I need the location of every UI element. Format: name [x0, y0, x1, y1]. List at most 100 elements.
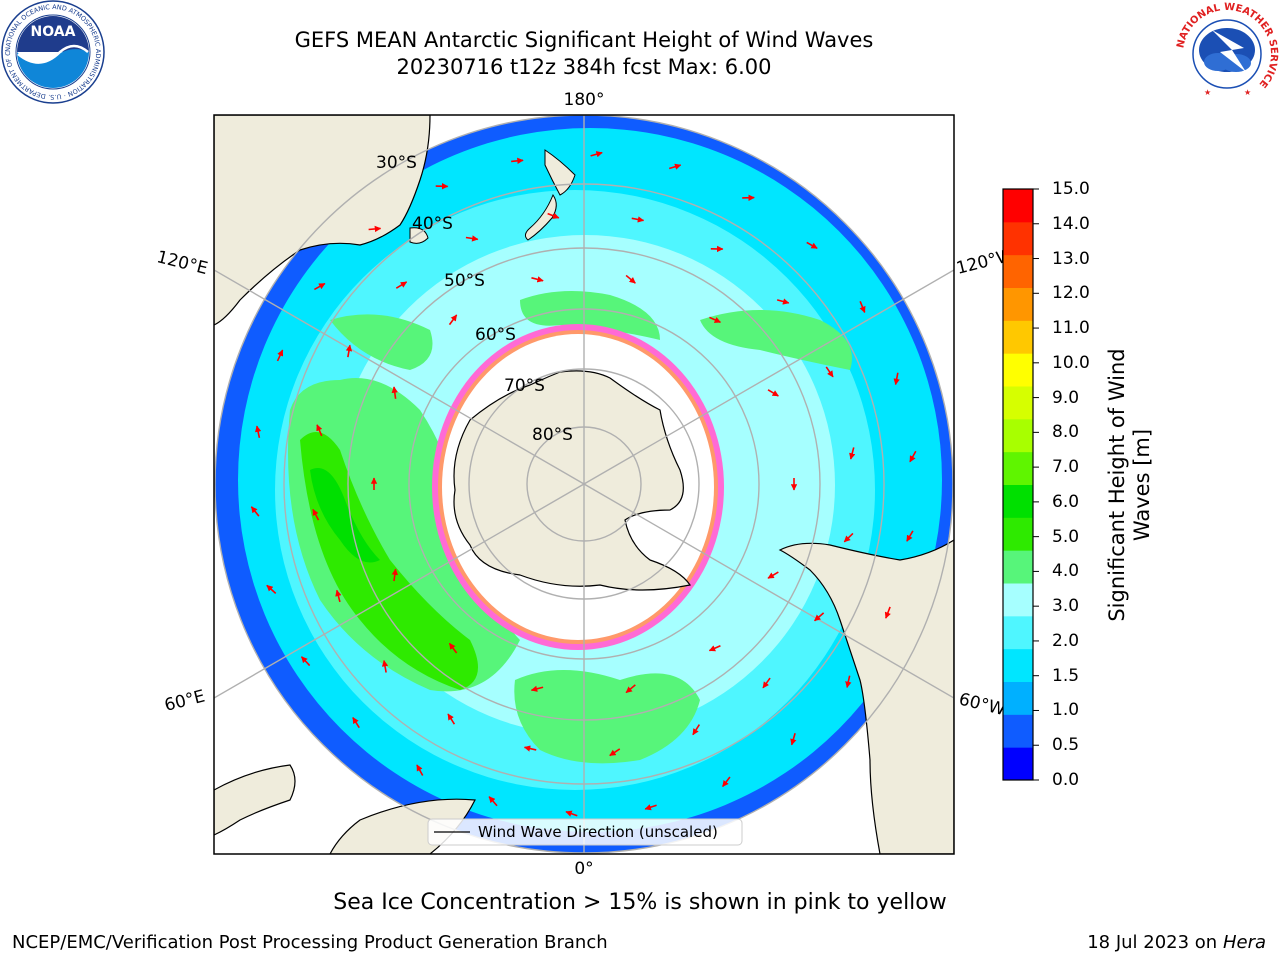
- colorbar-swatch: [1003, 221, 1033, 256]
- meridian-120w: [583, 269, 954, 485]
- colorbar-swatch: [1003, 648, 1033, 682]
- legend-label: Wind Wave Direction (unscaled): [478, 823, 718, 841]
- colorbar-swatch: [1003, 254, 1033, 288]
- wind-wave-arrow: [345, 344, 353, 358]
- lat-label-60s: 60°S: [475, 325, 516, 345]
- footer-date: 18 Jul 2023 on Hera: [1087, 932, 1266, 953]
- colorbar-tick-label: 12.0: [1052, 283, 1090, 304]
- lon-label-120e: 120°E: [155, 247, 210, 279]
- colorbar-tick-label: 5.0: [1052, 526, 1080, 547]
- colorbar-swatch: [1003, 353, 1033, 387]
- wind-wave-arrow: [368, 225, 382, 233]
- colorbar-tick-label: 3.0: [1052, 596, 1080, 617]
- colorbar-tick-label: 2.0: [1052, 630, 1080, 651]
- colorbar-tick-label: 1.5: [1052, 665, 1080, 686]
- wave-band-3-4m-west: [288, 378, 520, 692]
- wind-wave-arrow: [708, 645, 721, 652]
- wind-wave-arrow: [644, 804, 657, 811]
- colorbar-swatch: [1003, 583, 1033, 617]
- wind-wave-arrow: [762, 677, 771, 689]
- wind-wave-arrow: [806, 241, 818, 250]
- colorbar-swatch: [1003, 484, 1033, 518]
- wind-wave-arrow: [668, 163, 682, 170]
- noaa-logo: NATIONAL OCEANIC AND ATMOSPHERIC ADMINIS…: [0, 0, 105, 104]
- colorbar-swatch: [1003, 451, 1033, 485]
- wind-wave-arrows: [250, 151, 917, 817]
- wind-wave-arrow: [692, 724, 701, 736]
- wind-wave-arrow: [488, 796, 498, 807]
- colorbar-swatch: [1003, 517, 1033, 551]
- wind-wave-arrow: [590, 151, 603, 158]
- colorbar-tick-label: 9.0: [1052, 387, 1080, 408]
- wind-wave-arrow: [300, 656, 311, 667]
- colorbar-swatch: [1003, 386, 1033, 420]
- colorbar-tick-label: 11.0: [1052, 318, 1090, 339]
- wind-wave-arrow: [776, 298, 790, 305]
- wind-wave-arrow: [767, 389, 779, 397]
- footer-machine: Hera: [1222, 932, 1266, 953]
- colorbar-tick-label: 10.0: [1052, 352, 1090, 373]
- meridian-120e: [214, 269, 585, 485]
- lat-label-50s: 50°S: [444, 271, 485, 291]
- colorbar-swatch: [1003, 747, 1033, 781]
- wind-wave-arrow: [254, 425, 262, 438]
- new-zealand-north-island: [544, 149, 576, 196]
- australia-landmass: [214, 115, 431, 326]
- lon-label-0: 0°: [574, 859, 593, 879]
- wind-wave-arrow: [352, 717, 360, 729]
- colorbar: [1002, 188, 1039, 781]
- lat-label-80s: 80°S: [532, 425, 573, 445]
- wind-wave-arrow: [531, 276, 544, 283]
- wind-wave-arrow: [316, 424, 323, 437]
- colorbar-swatch: [1003, 320, 1033, 354]
- colorbar-tick-label: 6.0: [1052, 491, 1080, 512]
- wind-wave-arrow: [845, 675, 852, 688]
- colorbar-swatch: [1003, 418, 1033, 453]
- wind-wave-arrow: [547, 212, 560, 219]
- colorbar-tick-label: 15.0: [1052, 179, 1090, 199]
- colorbar-tick-label: 4.0: [1052, 561, 1080, 582]
- colorbar-swatch: [1003, 287, 1033, 321]
- wind-wave-arrow: [790, 733, 797, 746]
- wind-wave-arrow: [565, 810, 578, 817]
- wind-wave-arrow: [391, 568, 398, 582]
- wind-wave-arrow: [335, 589, 342, 603]
- colorbar-swatch: [1003, 189, 1033, 223]
- wind-wave-arrow: [465, 235, 479, 242]
- sea-ice-caption: Sea Ice Concentration > 15% is shown in …: [333, 890, 947, 915]
- lat-label-70s: 70°S: [504, 376, 545, 396]
- wave-band-3-4m-north: [520, 291, 660, 340]
- wind-wave-arrow: [381, 660, 389, 673]
- wind-wave-arrow: [276, 349, 284, 362]
- colorbar-swatch: [1003, 615, 1033, 650]
- tasmania-landmass: [409, 227, 429, 244]
- wind-wave-arrow: [814, 612, 825, 622]
- wind-wave-arrow: [416, 764, 424, 776]
- wave-band-3-4m-south: [514, 670, 700, 764]
- south-america-landmass: [778, 539, 954, 854]
- wind-wave-arrow: [391, 386, 398, 399]
- wave-band-5-6m-west: [310, 468, 380, 563]
- wind-wave-arrow: [625, 684, 636, 694]
- graticule: [214, 115, 954, 854]
- chart-title: GEFS MEAN Antarctic Significant Height o…: [294, 28, 874, 52]
- colorbar-frame: [1002, 188, 1034, 781]
- lat-label-40s: 40°S: [412, 214, 453, 234]
- colorbar-tick-label: 0.0: [1052, 770, 1080, 790]
- wind-wave-arrow: [906, 530, 914, 542]
- wind-wave-arrow: [447, 713, 456, 725]
- wind-wave-arrow: [884, 606, 891, 619]
- map-frame: [213, 114, 955, 855]
- wind-wave-arrow: [722, 776, 731, 788]
- noaa-logo-text: NOAA: [31, 24, 76, 40]
- wind-wave-arrow: [625, 274, 636, 284]
- wind-wave-arrow: [843, 532, 854, 543]
- wind-wave-arrow: [448, 642, 458, 654]
- footer-date-text: 18 Jul 2023 on: [1087, 932, 1223, 953]
- wind-wave-arrow: [825, 366, 834, 378]
- wind-wave-arrow: [849, 447, 856, 460]
- colorbar-tick-label: 7.0: [1052, 457, 1080, 478]
- nws-logo: NATIONAL WEATHER SERVICE ★ ★: [1175, 2, 1279, 104]
- lon-label-60w: 60°W: [957, 689, 1008, 720]
